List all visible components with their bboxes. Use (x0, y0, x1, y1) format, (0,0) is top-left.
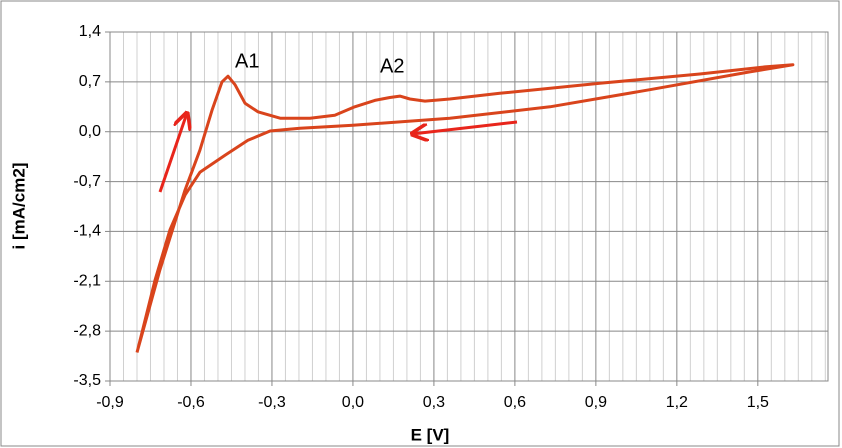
sweep-arrow (412, 120, 518, 134)
x-tick-label: -0,3 (258, 394, 286, 411)
y-axis-title: i [mA/cm2] (9, 163, 28, 250)
annotation: A1 (235, 50, 259, 72)
y-tick-label: 0,7 (79, 73, 101, 90)
sweep-arrow (158, 113, 187, 193)
x-tick-label: 0,9 (585, 394, 607, 411)
y-tick-label: -2,1 (73, 273, 101, 290)
annotation: A2 (380, 55, 404, 77)
y-tick-label: -1,4 (73, 223, 101, 240)
y-tick-label: -3,5 (73, 372, 101, 389)
y-tick-label: 0,0 (79, 123, 101, 140)
y-tick-label: 1,4 (79, 23, 101, 40)
y-tick-label: -0,7 (73, 173, 101, 190)
x-tick-label: 0,3 (423, 394, 445, 411)
plot-area (109, 31, 829, 382)
x-tick-label: 1,2 (666, 394, 688, 411)
y-tick-label: -2,8 (73, 322, 101, 339)
x-tick-label: -0,6 (177, 394, 205, 411)
data-line (135, 63, 795, 353)
x-tick-label: 0,6 (504, 394, 526, 411)
x-tick-label: 0,0 (342, 394, 364, 411)
x-tick-label: 1,5 (747, 394, 769, 411)
x-tick-label: -0,9 (96, 394, 124, 411)
x-axis-title: E [V] (411, 425, 450, 444)
